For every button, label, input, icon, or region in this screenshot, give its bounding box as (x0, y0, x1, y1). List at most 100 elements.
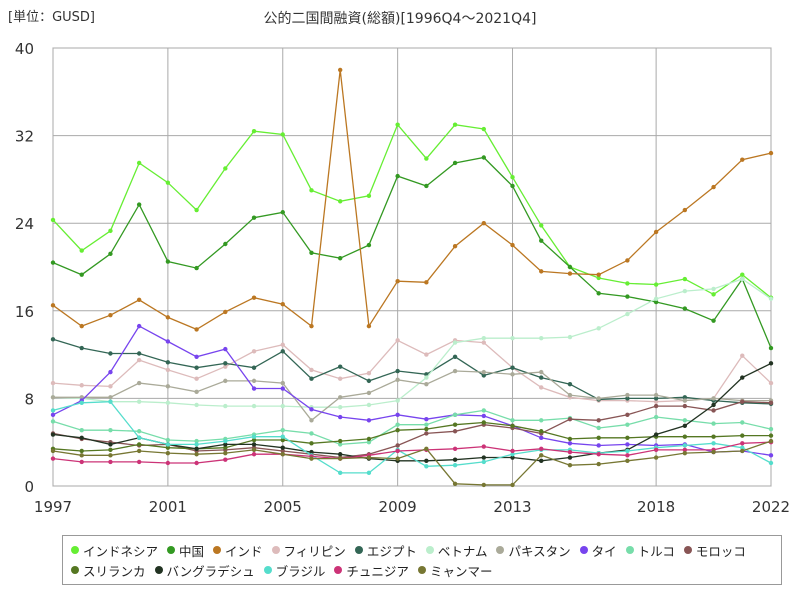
plot-area (52, 47, 772, 487)
data-point (596, 452, 601, 457)
data-point (740, 353, 745, 358)
legend-label: インドネシア (83, 543, 159, 559)
data-point (682, 398, 688, 403)
data-point (79, 448, 84, 454)
data-point (567, 462, 573, 468)
data-point (338, 452, 343, 457)
data-point (194, 446, 199, 451)
data-point (280, 445, 285, 450)
data-point (395, 279, 400, 284)
series-4 (50, 337, 774, 407)
data-point (338, 404, 343, 410)
data-point (395, 443, 400, 448)
data-point (452, 354, 458, 359)
data-point (682, 447, 688, 453)
data-point (165, 384, 171, 389)
series-line (52, 338, 772, 405)
data-point (165, 339, 171, 344)
grid (52, 47, 772, 487)
data-point (136, 351, 142, 356)
data-point (79, 383, 84, 388)
data-point (596, 396, 601, 401)
data-point (424, 464, 429, 469)
data-point (625, 453, 630, 458)
data-point (309, 431, 314, 436)
data-point (539, 446, 544, 451)
legend-marker (271, 546, 280, 554)
data-point (653, 396, 659, 401)
legend-marker (154, 566, 163, 574)
data-point (625, 258, 630, 263)
legend-marker (417, 566, 426, 574)
legend-marker (425, 546, 434, 554)
data-point (452, 446, 458, 451)
data-point (567, 441, 573, 446)
data-point (510, 418, 515, 423)
series-line (52, 325, 772, 456)
data-point (223, 403, 228, 409)
data-point (625, 448, 630, 454)
y-axis-ticks: 0 8 16 24 32 40 (15, 40, 34, 496)
data-point (251, 437, 257, 443)
data-point (567, 392, 573, 398)
data-point (539, 453, 544, 458)
series-6 (50, 368, 774, 423)
data-point (395, 422, 400, 427)
data-point (309, 250, 314, 255)
data-point (452, 243, 458, 249)
data-point (395, 448, 400, 454)
data-point (50, 456, 56, 461)
legend-item: パキスタン (496, 540, 571, 560)
data-point (424, 156, 429, 161)
data-point (510, 183, 515, 189)
legend-item: ミャンマー (417, 560, 493, 580)
data-point (539, 369, 544, 375)
series-line (53, 370, 771, 422)
data-point (165, 450, 171, 456)
data-point (596, 435, 601, 441)
data-point (366, 378, 372, 384)
data-point (452, 160, 458, 166)
data-point (136, 442, 142, 447)
legend-label: バングラデシュ (166, 563, 255, 579)
data-point (136, 357, 142, 363)
data-point (280, 342, 285, 347)
y-tick-label: 0 (24, 478, 34, 496)
data-point (653, 399, 659, 404)
data-point (424, 431, 429, 436)
data-point (625, 396, 630, 401)
data-point (194, 389, 199, 395)
data-point (366, 371, 372, 376)
data-point (50, 448, 56, 454)
legend-marker (71, 566, 79, 574)
data-point (567, 455, 573, 460)
data-point (165, 360, 171, 365)
data-point (338, 395, 343, 400)
data-point (711, 292, 716, 297)
data-point (165, 180, 171, 185)
data-point (682, 306, 688, 311)
y-tick-label: 16 (15, 303, 34, 321)
legend-label: ミャンマー (429, 563, 493, 579)
legend-marker (71, 546, 79, 554)
data-point (567, 264, 573, 270)
data-point (165, 460, 171, 466)
legend-label: トルコ (637, 543, 675, 559)
series-14 (50, 438, 774, 488)
data-point (539, 223, 544, 228)
legend-label: フィリピン (283, 543, 346, 559)
data-point (424, 417, 429, 422)
data-point (481, 221, 486, 226)
x-tick-label: 2018 (637, 498, 675, 516)
data-point (625, 311, 630, 317)
data-point (596, 326, 601, 331)
data-point (309, 441, 314, 446)
series-line (52, 278, 772, 408)
data-point (194, 442, 199, 447)
data-point (711, 286, 716, 292)
data-point (653, 296, 659, 301)
data-point (596, 272, 601, 277)
data-point (682, 395, 688, 400)
data-point (251, 447, 257, 453)
